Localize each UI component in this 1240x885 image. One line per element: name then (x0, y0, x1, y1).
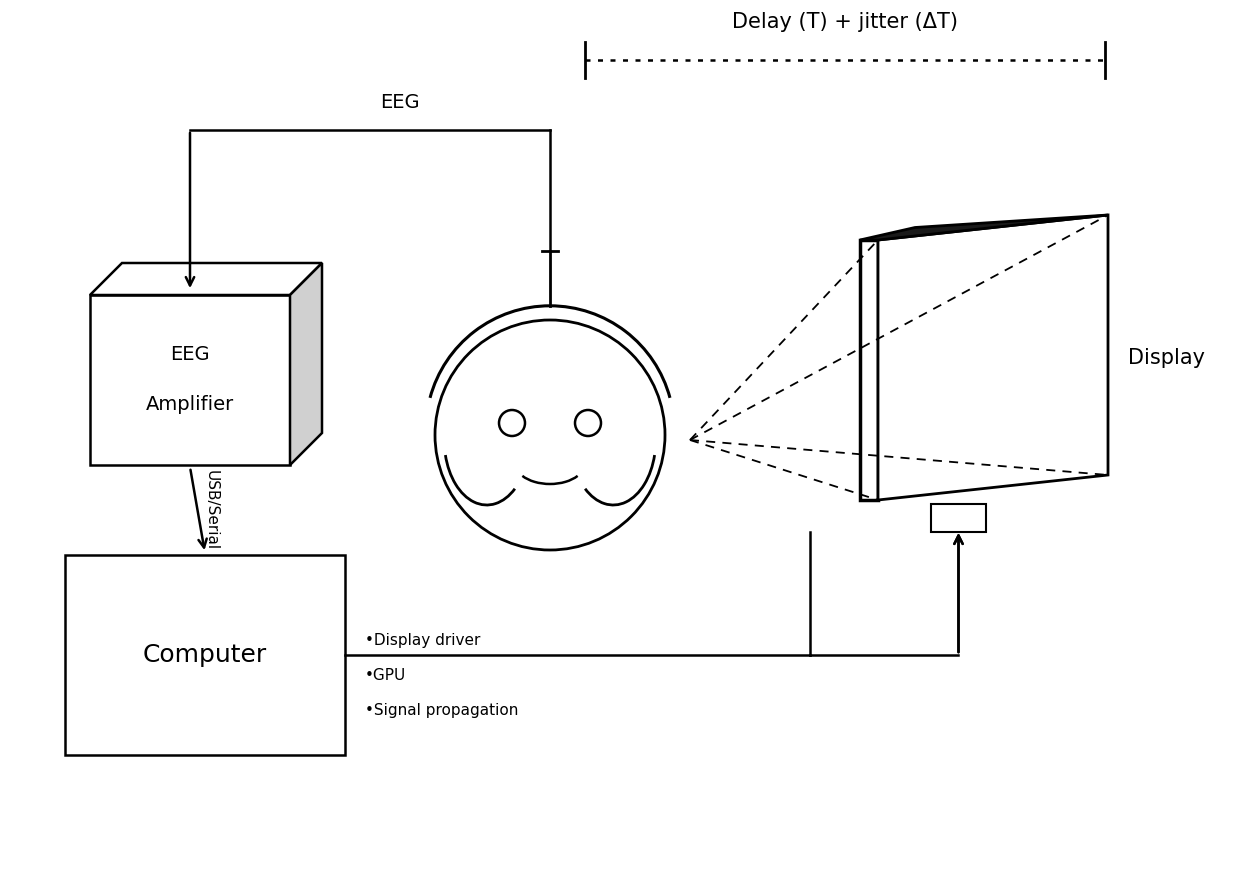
Polygon shape (290, 263, 322, 465)
Text: •Display driver: •Display driver (365, 633, 480, 648)
Polygon shape (861, 215, 1109, 240)
Text: Amplifier: Amplifier (146, 396, 234, 414)
Text: Delay (T) + jitter (ΔT): Delay (T) + jitter (ΔT) (732, 12, 959, 32)
Text: Computer: Computer (143, 643, 267, 667)
Text: EEG: EEG (170, 345, 210, 365)
Polygon shape (91, 263, 322, 295)
Polygon shape (91, 295, 290, 465)
Polygon shape (878, 215, 1109, 500)
Text: EEG: EEG (381, 93, 420, 112)
Polygon shape (64, 555, 345, 755)
Polygon shape (861, 240, 878, 500)
Text: •Signal propagation: •Signal propagation (365, 703, 518, 718)
Text: USB/Serial: USB/Serial (205, 470, 219, 550)
Text: Display: Display (1128, 348, 1205, 367)
Polygon shape (931, 504, 986, 532)
Text: •GPU: •GPU (365, 667, 407, 682)
